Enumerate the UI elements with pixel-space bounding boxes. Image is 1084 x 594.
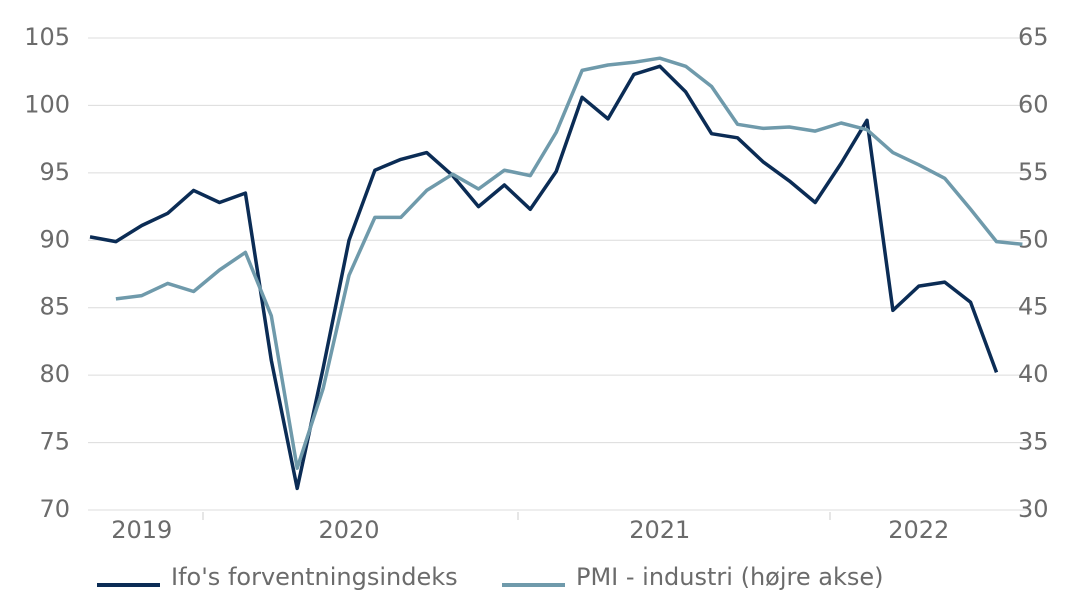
series-line [89,64,999,491]
y2-tick-label: 35 [1018,428,1049,456]
y-tick-label: 95 [39,158,70,186]
y-tick-label: 100 [24,90,70,118]
y2-tick-label: 45 [1018,293,1049,321]
y-tick-label: 85 [39,293,70,321]
legend-label: Ifo's forventningsindeks [171,563,458,591]
y-tick-label: 90 [39,225,70,253]
series-line [115,56,1023,470]
legend-label: PMI - industri (højre akse) [576,563,883,591]
y-tick-label: 80 [39,360,70,388]
y2-tick-label: 30 [1018,495,1049,523]
y2-tick-label: 60 [1018,90,1049,118]
y2-tick-label: 40 [1018,360,1049,388]
y2-tick-label: 55 [1018,158,1049,186]
x-tick-label: 2020 [318,516,379,544]
x-tick-label: 2019 [111,516,172,544]
x-tick-label: 2022 [888,516,949,544]
y-tick-label: 75 [39,428,70,456]
y2-tick-label: 65 [1018,23,1049,51]
y2-tick-label: 50 [1018,225,1049,253]
x-tick-label: 2021 [629,516,690,544]
y-tick-label: 105 [24,23,70,51]
y-tick-label: 70 [39,495,70,523]
